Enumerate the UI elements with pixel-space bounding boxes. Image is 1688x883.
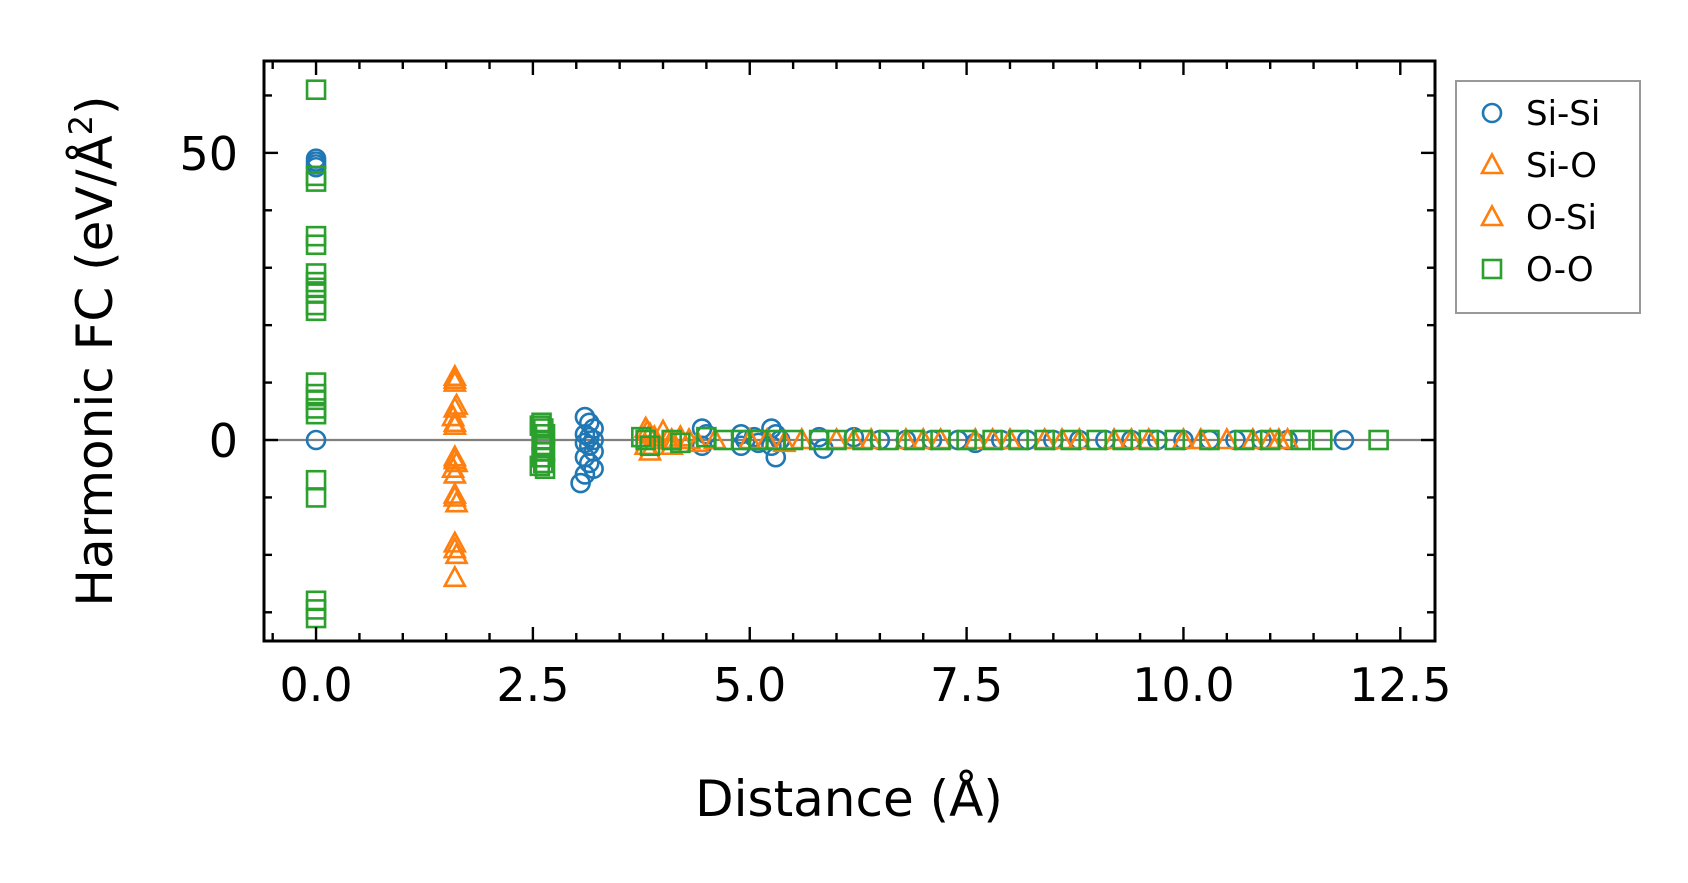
data-point [772, 429, 797, 453]
data-point [442, 366, 468, 390]
data-point [982, 429, 1003, 451]
data-point [1259, 429, 1281, 451]
x-tick-label: 5.0 [713, 658, 786, 712]
legend: Si-Si Si-O O-Si O-O [1455, 80, 1641, 314]
series-o-si [442, 366, 1292, 559]
y-tick-labels: 0 50 [179, 127, 238, 468]
data-point [529, 415, 551, 436]
data-point [529, 455, 551, 477]
y-tick-label: 50 [179, 127, 238, 181]
data-point [826, 429, 847, 451]
data-point [1233, 429, 1255, 451]
plot-frame [262, 59, 1437, 643]
data-point [442, 535, 468, 559]
data-point [578, 426, 600, 448]
x-tick-label: 12.5 [1349, 658, 1451, 712]
legend-label: O-O [1526, 250, 1594, 290]
x-tick-label: 2.5 [496, 658, 569, 712]
data-point [578, 452, 600, 474]
data-point [1311, 429, 1333, 451]
data-point [442, 369, 468, 392]
data-point [305, 171, 327, 192]
data-point [305, 300, 327, 322]
data-point [639, 435, 661, 457]
data-point [635, 429, 656, 451]
data-point [570, 472, 591, 494]
data-point [305, 429, 327, 451]
data-point [305, 283, 327, 304]
y-axis-label-main: Harmonic FC (eV/Å [66, 135, 124, 606]
axis-ticks [264, 61, 1435, 641]
x-tick-label: 7.5 [930, 658, 1003, 712]
data-point [442, 363, 468, 387]
x-tick-label: 0.0 [279, 658, 352, 712]
y-axis-label: Harmonic FC (eV/Å2) [62, 95, 124, 606]
legend-marker [1479, 203, 1505, 227]
data-point [782, 429, 804, 451]
legend-label: Si-Si [1526, 94, 1600, 134]
data-point [442, 564, 468, 588]
data-point [1290, 429, 1311, 451]
legend-item: O-O [1481, 250, 1594, 290]
data-points [305, 79, 1389, 629]
legend-marker [1481, 102, 1503, 124]
data-point [442, 412, 468, 435]
series-o-o [305, 79, 1389, 629]
data-point [1333, 429, 1355, 451]
data-point [1199, 429, 1220, 451]
x-tick-labels: 0.0 2.5 5.0 7.5 10.0 12.5 [279, 658, 1451, 712]
x-tick-label: 10.0 [1132, 658, 1234, 712]
data-point [305, 79, 327, 101]
data-point [305, 487, 327, 508]
legend-item: O-Si [1479, 198, 1597, 238]
data-point [1112, 429, 1134, 451]
data-point [305, 469, 327, 491]
data-point [878, 429, 899, 451]
data-point [305, 294, 327, 316]
series-si-o [440, 363, 1300, 588]
data-point [533, 452, 554, 474]
data-point [442, 409, 468, 433]
data-point [583, 429, 604, 451]
data-point [305, 234, 327, 256]
data-point [1034, 429, 1055, 451]
data-point [670, 432, 691, 454]
data-point [305, 403, 327, 425]
data-point [904, 429, 925, 451]
data-point [1368, 429, 1389, 451]
legend-marker [1481, 258, 1503, 280]
legend-marker [1479, 151, 1505, 175]
y-axis-label-close: ) [66, 95, 124, 115]
legend-item: Si-O [1479, 146, 1597, 186]
data-point [930, 429, 951, 451]
y-tick-label: 0 [209, 414, 238, 468]
data-point [1086, 429, 1108, 451]
data-point [534, 458, 556, 480]
legend-label: Si-O [1526, 146, 1597, 186]
data-point [442, 446, 468, 470]
data-point [956, 429, 977, 451]
data-point [1164, 429, 1186, 451]
data-point [852, 429, 873, 451]
y-axis-label-superscript: 2 [62, 115, 100, 135]
data-point [685, 429, 710, 453]
data-point [1060, 429, 1081, 451]
data-point [1008, 429, 1029, 451]
data-point [1214, 426, 1240, 450]
data-point [442, 530, 468, 553]
data-point [442, 481, 468, 504]
data-point [305, 372, 327, 393]
legend-label: O-Si [1526, 198, 1597, 238]
legend-items: Si-Si Si-O O-Si O-O [1479, 94, 1600, 290]
x-axis-label: Distance (Å) [695, 770, 1003, 828]
data-point [1138, 429, 1160, 451]
legend-item: Si-Si [1481, 94, 1600, 134]
